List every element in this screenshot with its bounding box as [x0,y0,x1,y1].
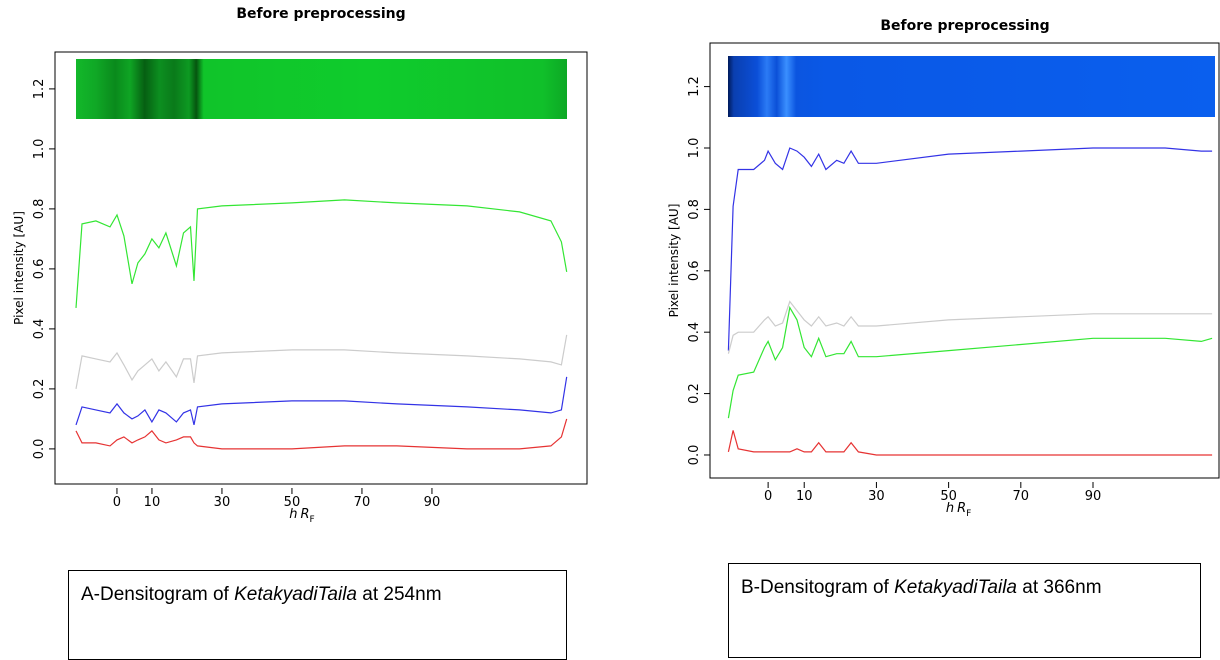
series-line [728,148,1212,351]
y-axis-label: Pixel intensity [AU] [12,211,26,325]
x-tick-label: 90 [1085,489,1102,504]
x-tick-label: 10 [796,489,813,504]
x-tick-label: 0 [764,489,772,504]
caption-italic: KetakyadiTaila [894,577,1017,598]
x-tick-label: 0 [113,495,121,510]
caption-text: B-Densitogram of [741,577,889,598]
y-tick-label: 1.2 [687,76,702,97]
series-line [728,302,1212,354]
chart-title: Before preprocessing [880,18,1049,34]
x-axis-label-main: R [957,501,966,516]
x-tick-label: 70 [1013,489,1030,504]
charts: Before preprocessing 0.0 0.2 0.4 0.6 0.8 1.0 1.… [0,0,1220,653]
series-line [728,308,1212,419]
x-axis-label-sub: F [310,515,315,525]
y-tick-label: 0.0 [687,445,702,466]
x-tick-label: 70 [354,495,371,510]
y-tick-label: 0.6 [32,259,47,280]
chart-title: Before preprocessing [236,6,405,22]
color-band [728,56,1215,117]
series-line [76,377,567,425]
x-tick-label: 10 [144,495,161,510]
caption-text: at 254nm [362,584,441,605]
caption-text: A-Densitogram of [81,584,229,605]
x-tick-label: 90 [424,495,441,510]
series-line [76,335,567,389]
caption-italic: KetakyadiTaila [234,584,357,605]
y-tick-label: 0.8 [32,199,47,220]
y-tick-label: 0.4 [687,322,702,343]
series-line [728,430,1212,455]
y-tick-label: 1.0 [687,138,702,159]
x-axis-label-main: R [300,507,309,522]
x-axis-label-italic: h [946,501,954,516]
y-tick-label: 0.6 [687,260,702,281]
y-tick-label: 0.4 [32,319,47,340]
y-tick-label: 1.2 [32,79,47,100]
y-tick-label: 1.0 [32,139,47,160]
series-line [76,419,567,449]
series-line [76,200,567,308]
caption: A-Densitogram of KetakyadiTaila at 254nm [68,570,567,660]
caption: B-Densitogram of KetakyadiTaila at 366nm [728,563,1201,658]
y-tick-label: 0.8 [687,199,702,220]
y-tick-label: 0.0 [32,439,47,460]
y-axis-label: Pixel intensity [AU] [667,204,681,318]
y-tick-label: 0.2 [32,379,47,400]
caption-text: at 366nm [1022,577,1101,598]
page: Before preprocessing 0.0 0.2 0.4 0.6 0.8 1.0 1.… [0,0,1220,653]
x-axis-label-italic: h [289,507,297,522]
x-tick-label: 30 [214,495,231,510]
color-band [76,59,567,119]
x-tick-label: 30 [868,489,885,504]
x-axis-label-sub: F [966,509,971,519]
y-tick-label: 0.2 [687,383,702,404]
